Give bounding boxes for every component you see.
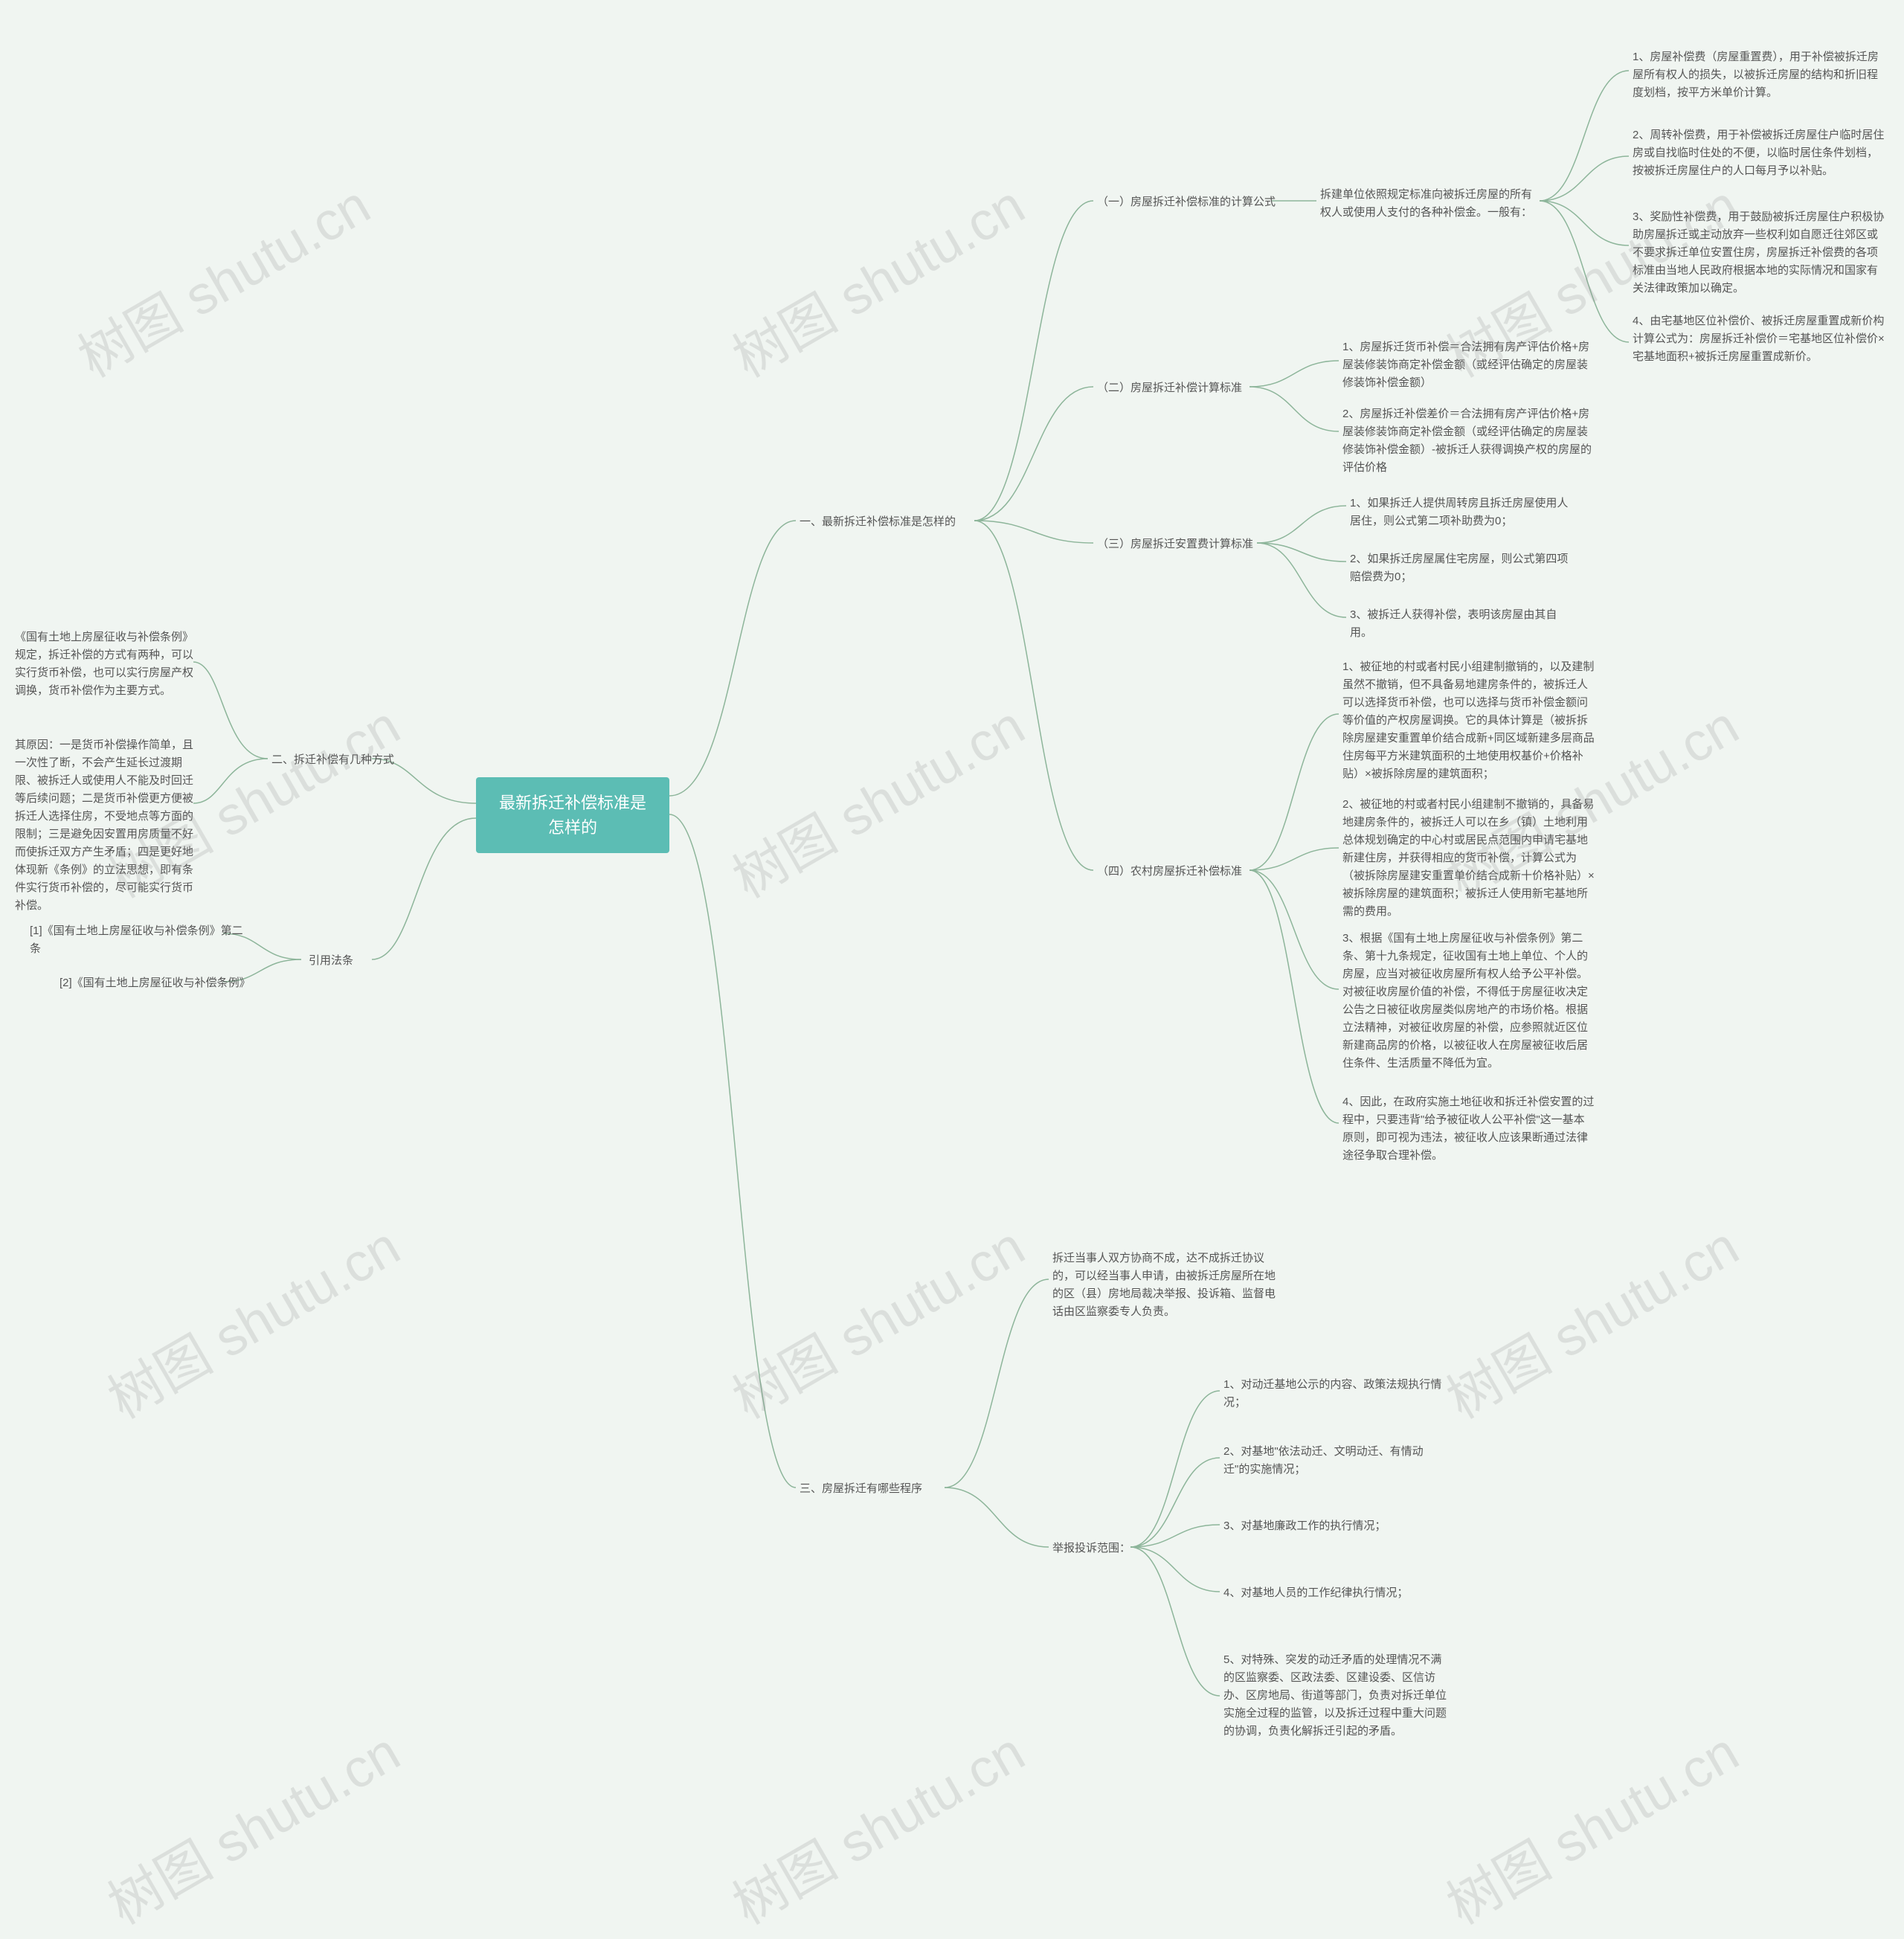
b1-1-2: 2、周转补偿费，用于补偿被拆迁房屋住户临时居住房或自找临时住处的不便，以临时居住… — [1633, 126, 1885, 180]
b1-1-1: 1、房屋补偿费（房屋重置费），用于补偿被拆迁房屋所有权人的损失，以被拆迁房屋的结… — [1633, 48, 1885, 102]
b1-1-desc: 拆建单位依照规定标准向被拆迁房屋的所有权人或使用人支付的各种补偿金。一般有： — [1320, 186, 1540, 222]
b1-2-1: 1、房屋拆迁货币补偿＝合法拥有房产评估价格+房屋装修装饰商定补偿金额（或经评估确… — [1342, 338, 1595, 392]
b1-4-2: 2、被征地的村或者村民小组建制不撤销的，具备易地建房条件的，被拆迁人可以在乡（镇… — [1342, 796, 1595, 921]
b3a-sub-title: 举报投诉范围： — [1052, 1540, 1130, 1557]
root-node: 最新拆迁补偿标准是怎样的 — [476, 777, 669, 853]
b1-4-3: 3、根据《国有土地上房屋征收与补偿条例》第二条、第十九条规定，征收国有土地上单位… — [1342, 930, 1595, 1073]
watermark: 树图 shutu.cn — [91, 1709, 411, 1939]
watermark: 树图 shutu.cn — [62, 162, 382, 392]
b1-2-2: 2、房屋拆迁补偿差价＝合法拥有房产评估价格+房屋装修装饰商定补偿金额（或经评估确… — [1342, 405, 1595, 477]
b3a-4: 4、对基地人员的工作纪律执行情况； — [1223, 1584, 1447, 1602]
b1-1-4: 4、由宅基地区位补偿价、被拆迁房屋重置成新价构计算公式为：房屋拆迁补偿价＝宅基地… — [1633, 312, 1885, 366]
b1-3-2: 2、如果拆迁房屋属住宅房屋，则公式第四项赔偿费为0； — [1350, 550, 1573, 586]
branch-2-intro: 《国有土地上房屋征收与补偿条例》规定，拆迁补偿的方式有两种，可以实行货币补偿，也… — [15, 628, 193, 700]
b1-3-3: 3、被拆迁人获得补偿，表明该房屋由其自用。 — [1350, 606, 1573, 642]
b3a-5: 5、对特殊、突发的动迁矛盾的处理情况不满的区监察委、区政法委、区建设委、区信访办… — [1223, 1651, 1447, 1740]
watermark: 树图 shutu.cn — [1430, 1203, 1750, 1433]
watermark: 树图 shutu.cn — [716, 683, 1036, 913]
b1-3-1: 1、如果拆迁人提供周转房且拆迁房屋使用人居住，则公式第二项补助费为0； — [1350, 495, 1573, 530]
b3a-3: 3、对基地廉政工作的执行情况； — [1223, 1517, 1447, 1535]
b3a-2: 2、对基地"依法动迁、文明动迁、有情动迁"的实施情况； — [1223, 1443, 1447, 1479]
b1-2-title: （二）房屋拆迁补偿计算标准 — [1097, 379, 1242, 397]
branch-2-title: 二、拆迁补偿有几种方式 — [271, 751, 394, 769]
b1-4-1: 1、被征地的村或者村民小组建制撤销的，以及建制虽然不撤销，但不具备易地建房条件的… — [1342, 658, 1595, 783]
b1-1-3: 3、奖励性补偿费，用于鼓励被拆迁房屋住户积极协助房屋拆迁或主动放弃一些权利如自愿… — [1633, 208, 1885, 298]
b3a-1: 1、对动迁基地公示的内容、政策法规执行情况； — [1223, 1376, 1447, 1412]
branch-3a-title: 三、房屋拆迁有哪些程序 — [800, 1480, 922, 1498]
watermark: 树图 shutu.cn — [716, 1203, 1036, 1433]
branch-1-title: 一、最新拆迁补偿标准是怎样的 — [800, 513, 956, 531]
ref-1: [1]《国有土地上房屋征收与补偿条例》第二条 — [30, 922, 253, 958]
b3a-desc: 拆迁当事人双方协商不成，达不成拆迁协议的，可以经当事人申请，由被拆迁房屋所在地的… — [1052, 1250, 1276, 1321]
watermark: 树图 shutu.cn — [1430, 1709, 1750, 1939]
b1-4-4: 4、因此，在政府实施土地征收和拆迁补偿安置的过程中，只要违背"给予被征收人公平补… — [1342, 1093, 1595, 1165]
branch-ref-title: 引用法条 — [309, 952, 353, 970]
b1-1-title: （一）房屋拆迁补偿标准的计算公式 — [1097, 193, 1276, 211]
watermark: 树图 shutu.cn — [716, 162, 1036, 392]
branch-2-cause: 其原因：一是货币补偿操作简单，且一次性了断，不会产生延长过渡期限、被拆迁人或使用… — [15, 736, 193, 915]
watermark: 树图 shutu.cn — [91, 1203, 411, 1433]
ref-2: [2]《国有土地上房屋征收与补偿条例》 — [60, 974, 253, 992]
b1-3-title: （三）房屋拆迁安置费计算标准 — [1097, 536, 1253, 553]
watermark: 树图 shutu.cn — [716, 1709, 1036, 1939]
b1-4-title: （四）农村房屋拆迁补偿标准 — [1097, 863, 1242, 881]
connector-lines — [0, 0, 1904, 1935]
